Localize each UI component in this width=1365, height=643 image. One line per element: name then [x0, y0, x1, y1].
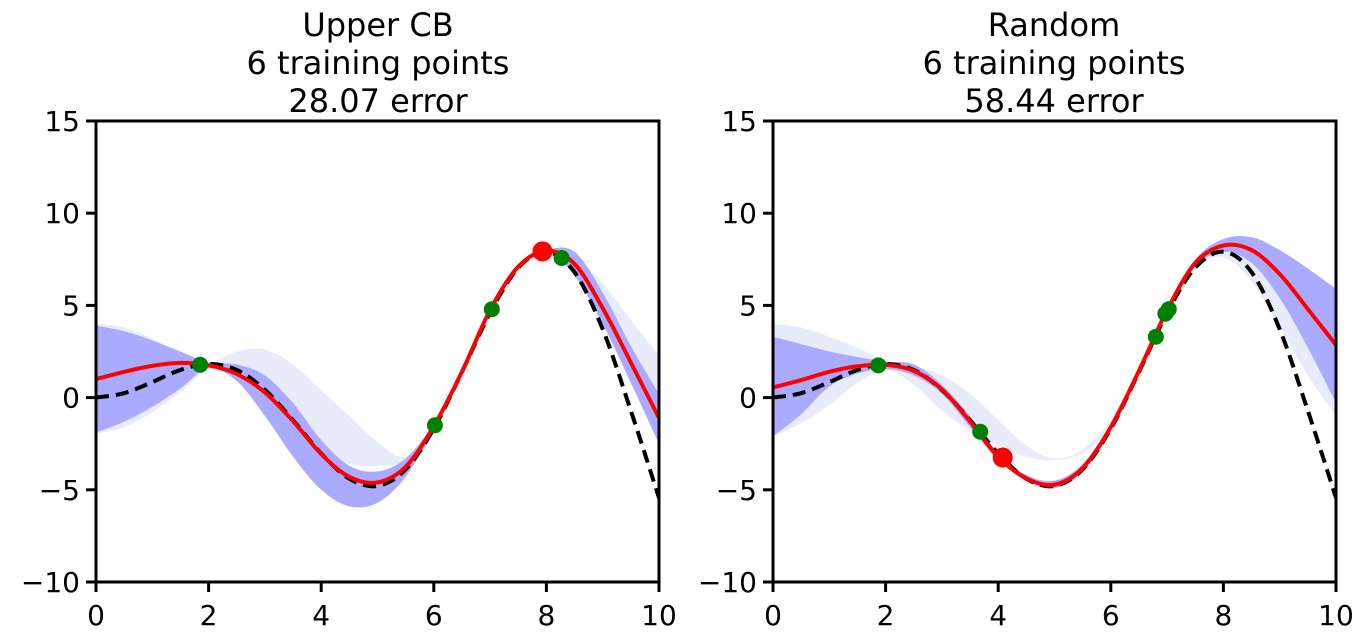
confidence-band [96, 247, 659, 508]
y-tick-label: 15 [721, 105, 757, 138]
panel-random: Random 6 training points 58.44 error 0 2 4… [698, 6, 1354, 632]
y-tick-label: 0 [62, 382, 80, 415]
panel-title-line: Random [988, 6, 1120, 44]
previous-confidence-band [773, 244, 1336, 461]
training-point [1160, 301, 1177, 318]
y-tick-label: 10 [721, 197, 757, 230]
training-point [1147, 328, 1164, 345]
x-tick-label: 6 [425, 599, 443, 632]
x-tick-label: 8 [537, 599, 555, 632]
prediction-line [773, 242, 1336, 488]
panel-title-line: 6 training points [247, 44, 510, 82]
x-tick-label: 2 [200, 599, 218, 632]
y-tick-label: 15 [44, 105, 80, 138]
y-tick-label: −10 [21, 566, 80, 599]
panel-upper-cb: Upper CB 6 training points 28.07 error 0… [21, 6, 677, 632]
axes-frame [771, 119, 1338, 584]
training-point [192, 356, 209, 373]
x-tick-label: 8 [1214, 599, 1232, 632]
plot-area [96, 247, 659, 508]
training-point [426, 417, 443, 434]
x-tick-label: 6 [1102, 599, 1120, 632]
training-point [972, 423, 989, 440]
x-tick-label: 2 [877, 599, 895, 632]
next-query-point [992, 447, 1013, 468]
axes-frame [94, 119, 661, 584]
y-tick-label: 5 [62, 289, 80, 322]
true-function-line [96, 249, 659, 499]
y-tick-label: 5 [739, 289, 757, 322]
panel-title-line: 28.07 error [288, 82, 468, 120]
y-tick-label: −10 [698, 566, 757, 599]
panel-title-line: 6 training points [923, 44, 1186, 82]
panel-title-line: 58.44 error [964, 82, 1144, 120]
y-tick-label: −5 [716, 474, 757, 507]
x-tick-label: 0 [764, 599, 782, 632]
training-point [553, 250, 570, 267]
plot-area [773, 235, 1336, 499]
x-tick-label: 10 [641, 599, 677, 632]
x-tick-label: 4 [312, 599, 330, 632]
next-query-point [532, 241, 553, 262]
y-tick-label: 0 [739, 382, 757, 415]
training-point [870, 357, 887, 374]
y-tick-label: −5 [39, 474, 80, 507]
panel-title-line: Upper CB [302, 6, 453, 44]
training-point [483, 301, 500, 318]
x-tick-label: 10 [1318, 599, 1354, 632]
y-tick-label: 10 [44, 197, 80, 230]
x-tick-label: 4 [989, 599, 1007, 632]
x-tick-label: 0 [87, 599, 105, 632]
